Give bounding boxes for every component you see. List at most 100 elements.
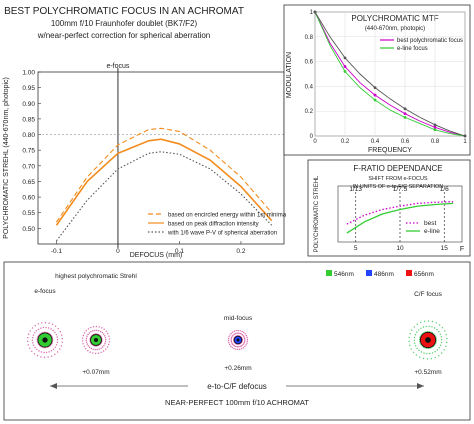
mtf-point-1 <box>403 116 407 119</box>
spot-ray-point <box>40 356 42 358</box>
spot-ray-point <box>83 345 85 348</box>
mtf-series-line-1 <box>314 11 466 137</box>
strehl-y-tick-label: 0.70 <box>22 163 35 170</box>
spot-ray-point <box>107 332 109 335</box>
spot-ray-point <box>238 346 240 348</box>
spot-ray-point <box>104 343 106 345</box>
strehl-y-tick-label: 0.95 <box>22 85 35 92</box>
spot-ray-point <box>87 328 90 330</box>
spot-ray-point <box>227 340 230 342</box>
spot-ray-point <box>96 329 98 332</box>
spot-ray-point <box>81 337 84 339</box>
spot-ray-point <box>231 343 234 345</box>
spot-ray-point <box>98 330 100 332</box>
strehl-y-tick-label: 0.65 <box>22 179 35 186</box>
spot-ray-point <box>241 334 244 336</box>
spot-ray-point <box>104 335 106 337</box>
strehl-chart: 1.00 0.95 0.90 0.85 0.80 0.75 0.70 0.65 0.60 0.55… <box>3 63 287 259</box>
mtf-x-tick-label: 0.2 <box>341 139 350 145</box>
spot-ray-point <box>243 336 245 338</box>
spot-ray-point <box>92 330 94 332</box>
mtf-point-0 <box>373 93 377 97</box>
spot-ray-point <box>244 339 246 341</box>
spot-ray-point <box>85 339 88 341</box>
spot-ray-point <box>47 327 50 329</box>
spot-ray-point <box>231 342 233 344</box>
mtf-series-line-2 <box>314 11 466 137</box>
f-ratio-x-tick-label: 15 <box>441 245 449 252</box>
spot-ray-point <box>423 320 426 323</box>
spot-ray-point <box>239 345 241 348</box>
spot-diagram-0 <box>26 321 64 359</box>
spot-ray-point <box>97 352 100 354</box>
mtf-point-2 <box>403 107 407 111</box>
spot-ray-point <box>422 326 425 328</box>
mtf-y-axis-label: MODULATION <box>286 52 293 98</box>
spot-ray-point <box>240 348 243 350</box>
spot-ray-point <box>232 334 235 336</box>
mtf-series-group <box>313 10 467 138</box>
spot-ray-point <box>438 324 441 326</box>
strehl-y-tick-label: 0.75 <box>22 148 35 155</box>
spot-ray-point <box>425 325 427 328</box>
spot-ray-point <box>26 340 29 343</box>
spot-ray-point <box>230 338 232 340</box>
spot-ray-point <box>446 337 448 340</box>
spot-ray-point <box>94 329 96 332</box>
axis-arrow-left-icon <box>50 383 57 389</box>
spot-ray-point <box>414 345 417 347</box>
spot-ray-point <box>431 326 433 328</box>
spot-ray-point <box>50 355 53 357</box>
spot-ray-point <box>90 326 92 329</box>
spot-ray-point <box>60 345 63 347</box>
spot-ray-point <box>81 340 84 342</box>
strehl-x-tick-label: 0.1 <box>175 248 184 255</box>
mtf-legend-label-1: e-line focus <box>397 46 428 52</box>
spot-ray-point <box>54 325 57 327</box>
f-ratio-series-group <box>346 201 454 234</box>
f-ratio-y-axis-label: POLYCHROMATIC STREHL <box>314 175 320 252</box>
spot-ray-point <box>103 328 105 331</box>
spot-ray-point <box>235 332 237 335</box>
spot-ray-point <box>438 331 440 333</box>
spot-ray-point <box>50 328 52 330</box>
spot-ray-point <box>242 343 245 345</box>
spot-ray-point <box>240 333 242 335</box>
spot-ray-point <box>92 326 95 328</box>
spot-ray-point <box>90 347 93 350</box>
wavelength-legend: 546nm 486nm 656nm <box>326 270 434 278</box>
spot-ray-point <box>54 353 56 356</box>
strehl-y-tick-label: 0.85 <box>22 116 35 123</box>
strehl-y-tick-label: 0.90 <box>22 101 35 108</box>
spot-ray-point <box>45 326 47 329</box>
spot-label-3: C/F focus <box>414 291 443 298</box>
spot-ray-point <box>31 327 34 329</box>
spot-ray-point <box>418 349 420 352</box>
main-title: BEST POLYCHROMATIC FOCUS IN AN ACHROMAT <box>4 6 244 17</box>
spot-ray-point <box>239 348 241 351</box>
spot-ray-point <box>440 339 443 341</box>
axis-arrow-right-icon <box>417 383 424 389</box>
spot-ray-point <box>227 338 230 340</box>
spot-ray-point <box>413 326 415 328</box>
strehl-y-tick-label: 1.00 <box>22 70 35 77</box>
spot-ray-point <box>86 335 88 337</box>
spot-ray-point <box>433 327 436 329</box>
spot-label-0: e-focus <box>34 288 56 295</box>
spot-ray-point <box>101 331 104 334</box>
spot-ray-point <box>27 333 30 335</box>
spot-diagram-3 <box>408 320 448 360</box>
spot-ray-point <box>51 323 54 326</box>
spot-ray-point <box>431 320 434 323</box>
spot-ray-point <box>83 332 86 334</box>
defocus-axis: e-to-C/F defocus <box>50 380 424 392</box>
mtf-point-0 <box>343 65 347 68</box>
spot-ray-point <box>60 334 63 336</box>
spot-ray-point <box>429 352 431 355</box>
strehl-y-ticks: 1.00 0.95 0.90 0.85 0.80 0.75 0.70 0.65 0.60 0.55… <box>22 70 41 233</box>
spot-diagram-2 <box>227 329 249 351</box>
strehl-x-tick-label: 0 <box>116 248 120 255</box>
spot-ray-point <box>43 356 46 359</box>
mtf-legend-label-0: best polychromatic focus <box>397 38 463 44</box>
